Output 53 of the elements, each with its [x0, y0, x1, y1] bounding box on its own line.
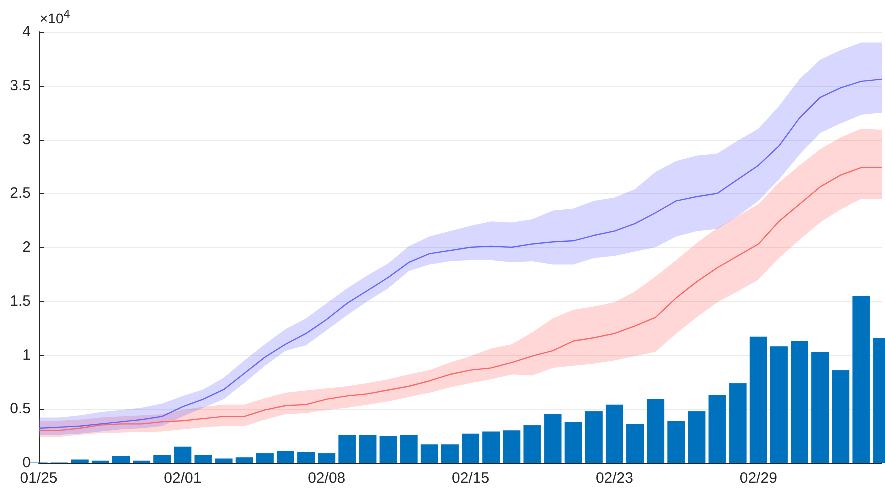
bar [812, 352, 830, 463]
x-tick-label: 01/25 [20, 470, 58, 487]
x-tick-label: 02/08 [308, 470, 346, 487]
bar [626, 424, 644, 463]
bar [647, 399, 665, 463]
bar [524, 425, 542, 463]
y-tick-label: 0 [22, 454, 31, 472]
x-tick-label: 02/29 [740, 470, 778, 487]
y-tick-label: 0.5 [10, 400, 31, 418]
bar [380, 436, 398, 463]
bar [668, 420, 686, 463]
x-tick-label: 02/23 [596, 470, 634, 487]
bar [770, 346, 788, 463]
bar [544, 414, 562, 463]
bar [708, 395, 726, 463]
bar [462, 434, 480, 463]
bar [729, 383, 747, 463]
bar [112, 456, 130, 463]
bar [400, 434, 418, 463]
bar [585, 411, 603, 463]
bar [236, 458, 254, 463]
bar [503, 430, 521, 463]
bar [791, 341, 808, 463]
y-tick-label: 1.5 [10, 292, 31, 310]
bar [852, 296, 870, 463]
bar [256, 453, 274, 463]
bar [318, 453, 336, 463]
bar [441, 444, 459, 463]
bar [564, 422, 582, 463]
y-tick-label: 3.5 [10, 77, 31, 94]
bar [750, 336, 768, 463]
bar [832, 370, 850, 463]
bar [298, 452, 316, 463]
bar [606, 404, 624, 463]
bar [174, 446, 192, 463]
bar [482, 432, 500, 463]
bar [359, 434, 377, 463]
bar [420, 444, 438, 463]
bar [194, 455, 212, 463]
bar [688, 411, 706, 463]
bar [338, 434, 356, 463]
y-tick-label: 2 [22, 239, 31, 256]
bar [154, 455, 172, 463]
bar [276, 451, 294, 463]
x-tick-label: 02/15 [452, 470, 490, 487]
text: ×10$^{4}$ [40, 8, 70, 27]
y-tick-label: 3 [22, 131, 31, 148]
bar [71, 460, 89, 463]
bar [215, 458, 233, 463]
y-tick-label: 4 [22, 24, 31, 40]
y-tick-label: 2.5 [10, 185, 31, 202]
x-tick-label: 02/01 [164, 470, 202, 487]
y-tick-label: 1 [22, 346, 31, 364]
